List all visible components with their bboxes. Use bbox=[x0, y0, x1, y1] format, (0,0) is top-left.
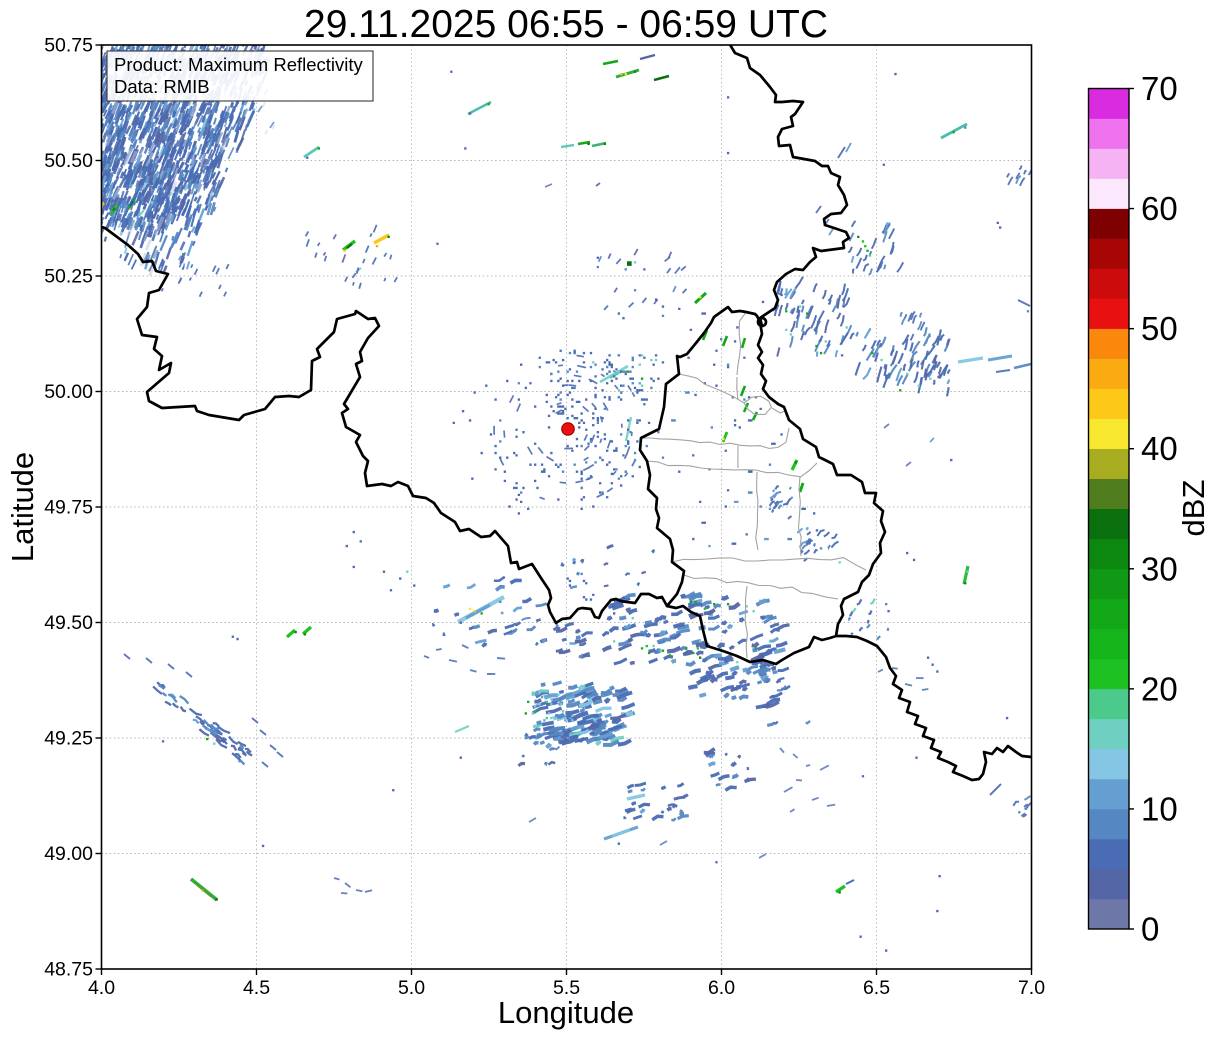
svg-text:0: 0 bbox=[1141, 911, 1159, 948]
svg-text:50.50: 50.50 bbox=[44, 150, 93, 172]
svg-text:5.5: 5.5 bbox=[553, 977, 580, 999]
svg-text:5.0: 5.0 bbox=[398, 977, 425, 999]
svg-text:30: 30 bbox=[1141, 550, 1178, 587]
svg-text:Product: Maximum Reflectivity: Product: Maximum Reflectivity bbox=[114, 54, 364, 75]
svg-text:50.00: 50.00 bbox=[44, 381, 93, 403]
svg-text:49.25: 49.25 bbox=[44, 728, 93, 750]
svg-text:6.0: 6.0 bbox=[708, 977, 735, 999]
svg-text:Data: RMIB: Data: RMIB bbox=[114, 76, 210, 97]
svg-text:70: 70 bbox=[1141, 70, 1178, 107]
svg-text:60: 60 bbox=[1141, 190, 1178, 227]
svg-text:50.25: 50.25 bbox=[44, 266, 93, 288]
svg-text:dBZ: dBZ bbox=[1176, 480, 1211, 537]
svg-text:48.75: 48.75 bbox=[44, 959, 93, 981]
svg-text:Latitude: Latitude bbox=[5, 452, 40, 562]
svg-text:4.0: 4.0 bbox=[88, 977, 115, 999]
svg-text:7.0: 7.0 bbox=[1018, 977, 1045, 999]
svg-text:20: 20 bbox=[1141, 670, 1178, 707]
svg-text:10: 10 bbox=[1141, 790, 1178, 827]
svg-text:49.75: 49.75 bbox=[44, 497, 93, 519]
svg-text:40: 40 bbox=[1141, 430, 1178, 467]
svg-text:50: 50 bbox=[1141, 310, 1178, 347]
svg-text:Longitude: Longitude bbox=[498, 995, 634, 1030]
svg-text:49.00: 49.00 bbox=[44, 843, 93, 865]
svg-text:4.5: 4.5 bbox=[243, 977, 270, 999]
svg-text:29.11.2025 06:55 - 06:59 UTC: 29.11.2025 06:55 - 06:59 UTC bbox=[304, 3, 828, 46]
svg-text:50.75: 50.75 bbox=[44, 35, 93, 57]
svg-text:6.5: 6.5 bbox=[863, 977, 890, 999]
svg-text:49.50: 49.50 bbox=[44, 612, 93, 634]
